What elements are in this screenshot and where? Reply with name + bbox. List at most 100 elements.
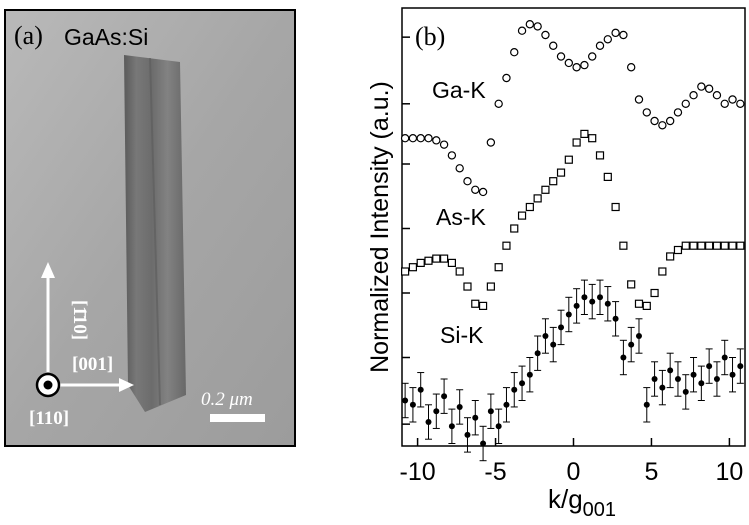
arrow-horizontal-head xyxy=(119,378,134,392)
out-of-plane-symbol-dot xyxy=(43,380,53,390)
si-k-point xyxy=(472,414,479,421)
ga-k-point xyxy=(424,133,433,143)
ga-k-point xyxy=(681,99,690,109)
nanowire-edge-line xyxy=(149,57,161,406)
x-tick-label: -5 xyxy=(484,458,506,486)
panel-b: -10 -5 0 5 10 (b) Ga-K As-K Si-K Normalized … xyxy=(366,7,746,521)
ga-k-point xyxy=(510,48,519,57)
ga-k-point xyxy=(658,121,667,130)
ga-k-point xyxy=(650,116,659,126)
si-k-point xyxy=(511,386,518,393)
x-tick-label: -10 xyxy=(400,458,436,486)
x-tick-label: 5 xyxy=(645,458,659,486)
as-k-point xyxy=(720,241,729,250)
ga-k-point xyxy=(463,176,472,186)
si-k-point xyxy=(402,397,409,404)
as-k-point xyxy=(611,202,620,212)
x-ticks: -10 -5 0 5 10 xyxy=(400,438,743,486)
as-k-point xyxy=(541,185,550,194)
series-si-k xyxy=(401,279,744,462)
as-k-point xyxy=(689,241,698,250)
si-k-point xyxy=(448,423,455,430)
ga-k-point xyxy=(736,99,745,109)
si-k-point xyxy=(713,376,720,382)
panel-a-label: (a) xyxy=(14,21,43,50)
si-k-point xyxy=(534,350,541,357)
ga-k-point xyxy=(580,60,589,70)
ga-k-point xyxy=(549,41,558,50)
ga-k-point xyxy=(533,22,542,31)
ga-k-point xyxy=(455,164,464,173)
si-k-point xyxy=(425,419,432,425)
as-k-point xyxy=(424,256,433,265)
si-k-point xyxy=(698,380,705,387)
si-k-point xyxy=(729,371,736,378)
si-k-point xyxy=(581,294,588,301)
as-k-point xyxy=(681,241,690,250)
scale-bar-label: 0.2 μm xyxy=(201,389,253,410)
si-k-point xyxy=(643,401,650,408)
si-k-point xyxy=(721,354,728,361)
si-k-point xyxy=(409,401,416,408)
si-k-point xyxy=(550,341,557,348)
as-k-point xyxy=(471,299,480,308)
as-k-point xyxy=(627,280,636,289)
ga-k-point xyxy=(728,95,737,104)
curve-label-as-k: As-K xyxy=(436,204,487,230)
as-k-point xyxy=(736,241,745,250)
ga-k-point xyxy=(673,108,683,117)
panel-a: (a) GaAs:Si [1̄10] [001] [110] 0.2 μm xyxy=(4,9,296,447)
ga-k-point xyxy=(634,95,644,104)
si-k-point xyxy=(542,333,549,339)
y-axis-label: Normalized Intensity (a.u.) xyxy=(366,81,394,373)
series-ga-k xyxy=(400,20,745,197)
si-k-point xyxy=(441,393,448,400)
as-k-point xyxy=(556,168,566,177)
si-k-point xyxy=(737,363,744,370)
as-k-point xyxy=(697,241,706,250)
ga-k-point xyxy=(447,151,457,160)
as-k-point xyxy=(673,245,683,255)
si-k-point xyxy=(526,371,533,378)
direction-out-of-plane-label: [110] xyxy=(29,408,69,429)
si-k-point xyxy=(682,388,689,395)
si-k-point xyxy=(628,341,635,348)
curve-label-si-k: Si-K xyxy=(440,322,484,348)
as-k-point xyxy=(502,241,511,250)
curve-label-ga-k: Ga-K xyxy=(432,77,486,103)
ga-k-point xyxy=(626,63,636,72)
ga-k-point xyxy=(595,41,605,50)
si-k-point xyxy=(417,386,424,393)
ga-k-point xyxy=(642,108,651,117)
as-k-point xyxy=(603,172,612,181)
x-axis-label-subscript: 001 xyxy=(583,499,616,521)
as-k-point xyxy=(439,254,449,263)
ga-k-point xyxy=(588,52,597,61)
direction-horizontal-label: [001] xyxy=(72,354,113,375)
ga-k-point xyxy=(478,187,488,197)
scale-bar xyxy=(210,414,265,422)
y-ticks xyxy=(402,36,410,425)
si-k-point xyxy=(487,408,494,415)
as-k-point xyxy=(455,267,464,276)
ga-k-point xyxy=(619,30,628,40)
as-k-point xyxy=(401,267,410,276)
ga-k-point xyxy=(439,140,449,149)
x-tick-label: 0 xyxy=(567,458,581,486)
ga-k-point xyxy=(564,58,574,68)
ga-k-point xyxy=(712,90,722,100)
as-k-point xyxy=(549,177,558,186)
ga-k-point xyxy=(486,138,496,147)
ga-k-point xyxy=(572,63,581,72)
as-k-point xyxy=(666,252,675,261)
as-k-point xyxy=(517,211,527,220)
si-k-point xyxy=(519,380,526,387)
as-k-point xyxy=(486,282,495,291)
as-k-point xyxy=(705,241,714,250)
si-k-point xyxy=(433,408,440,415)
ga-k-point xyxy=(704,84,714,93)
as-k-point xyxy=(572,138,581,147)
as-k-point xyxy=(447,258,456,267)
si-k-point xyxy=(620,354,627,361)
